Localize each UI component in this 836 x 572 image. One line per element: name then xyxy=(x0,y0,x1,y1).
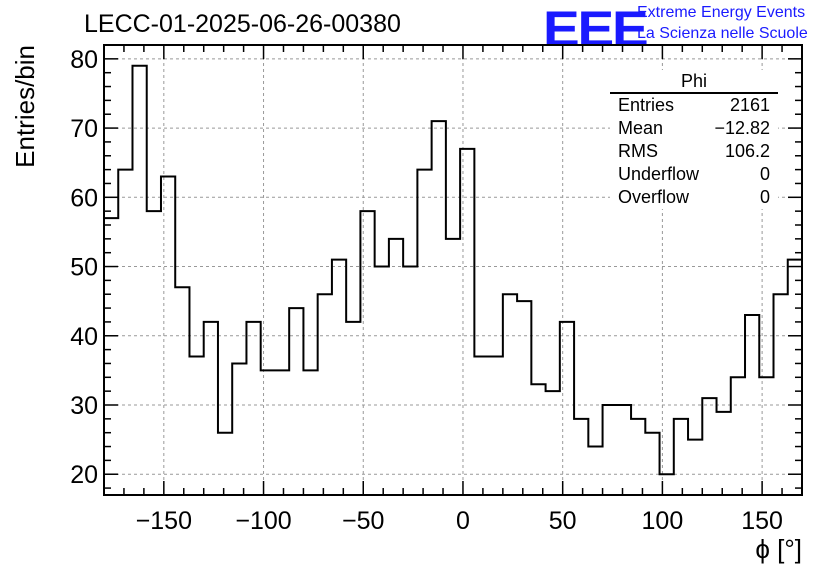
y-tick-label: 60 xyxy=(70,184,98,212)
stats-box: Phi Entries 2161 Mean −12.82 RMS 106.2 U… xyxy=(610,70,778,209)
eee-logo: EEE xyxy=(543,1,649,57)
stats-row-underflow: Underflow 0 xyxy=(610,163,778,186)
y-tick-label: 40 xyxy=(70,323,98,351)
stats-label: Overflow xyxy=(618,187,690,207)
x-tick-label: 50 xyxy=(549,507,577,535)
x-tick-label: −50 xyxy=(342,507,384,535)
stats-row-mean: Mean −12.82 xyxy=(610,117,778,140)
stats-label: Entries xyxy=(618,95,675,115)
grid-layer xyxy=(104,45,802,495)
y-tick-label: 80 xyxy=(70,46,98,74)
histogram-layer xyxy=(104,64,802,476)
y-tick-label: 20 xyxy=(70,461,98,489)
plot-frame xyxy=(103,44,803,496)
x-tick-label: −150 xyxy=(136,507,192,535)
stats-label: Mean xyxy=(618,118,664,138)
x-tick-label: −100 xyxy=(235,507,291,535)
y-tick-label: 50 xyxy=(70,254,98,282)
stats-label: RMS xyxy=(618,141,658,161)
y-axis-label: Entries/bin xyxy=(10,45,40,168)
stats-title: Phi xyxy=(610,70,778,94)
x-tick-label: 150 xyxy=(741,507,783,535)
stats-value: 106.2 xyxy=(724,141,770,161)
stats-row-rms: RMS 106.2 xyxy=(610,140,778,163)
stats-value: 0 xyxy=(759,187,770,207)
run-title: LECC-01-2025-06-26-00380 xyxy=(84,10,401,38)
logo-line-1: Extreme Energy Events xyxy=(637,4,806,21)
stats-label: Underflow xyxy=(618,164,700,184)
y-tick-label: 30 xyxy=(70,392,98,420)
tick-layer xyxy=(103,44,803,495)
stats-value: 2161 xyxy=(729,95,770,115)
stats-row-entries: Entries 2161 xyxy=(610,94,778,117)
x-tick-label: 100 xyxy=(642,507,684,535)
tick-label-layer: −150 −100 −50 0 50 100 150 20 30 40 50 60 70 80 xyxy=(70,46,783,535)
y-tick-label: 70 xyxy=(70,115,98,143)
x-axis-label: ϕ [°] xyxy=(755,534,802,564)
stats-value: −12.82 xyxy=(714,118,770,138)
logo-line-2: La Scienza nelle Scuole xyxy=(637,25,808,42)
histogram-outline xyxy=(104,64,802,476)
stats-value: 0 xyxy=(759,164,770,184)
stats-row-overflow: Overflow 0 xyxy=(610,186,778,209)
x-tick-label: 0 xyxy=(456,507,470,535)
